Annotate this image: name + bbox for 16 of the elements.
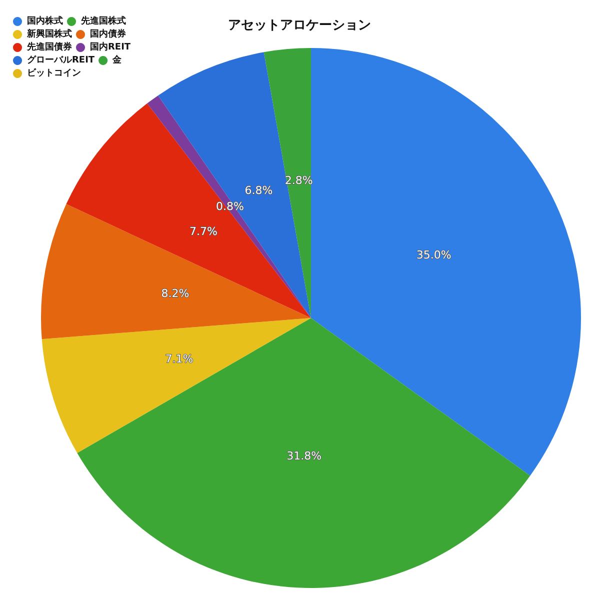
data-label: 7.7% (189, 225, 218, 238)
legend-label: 先進国株式 (80, 16, 126, 26)
legend-label: ビットコイン (27, 68, 81, 78)
data-label: 6.8% (244, 184, 273, 197)
legend-label: 先進国債券 (26, 42, 73, 52)
legend-label: 新興国株式 (26, 28, 72, 40)
chart-title: アセットアロケーション (228, 18, 371, 33)
data-label: 8.2% (161, 286, 190, 300)
legend-label: 金 (112, 54, 123, 66)
legend-label: 国内債券 (90, 28, 127, 40)
legend-label: 国内株式 (27, 16, 63, 26)
data-label: 7.1% (165, 352, 194, 366)
data-label: 35.0% (416, 248, 452, 262)
legend-label: 国内REIT (90, 42, 132, 52)
legend-label: グローバルREIT (27, 54, 96, 66)
data-label: 31.8% (286, 449, 322, 462)
